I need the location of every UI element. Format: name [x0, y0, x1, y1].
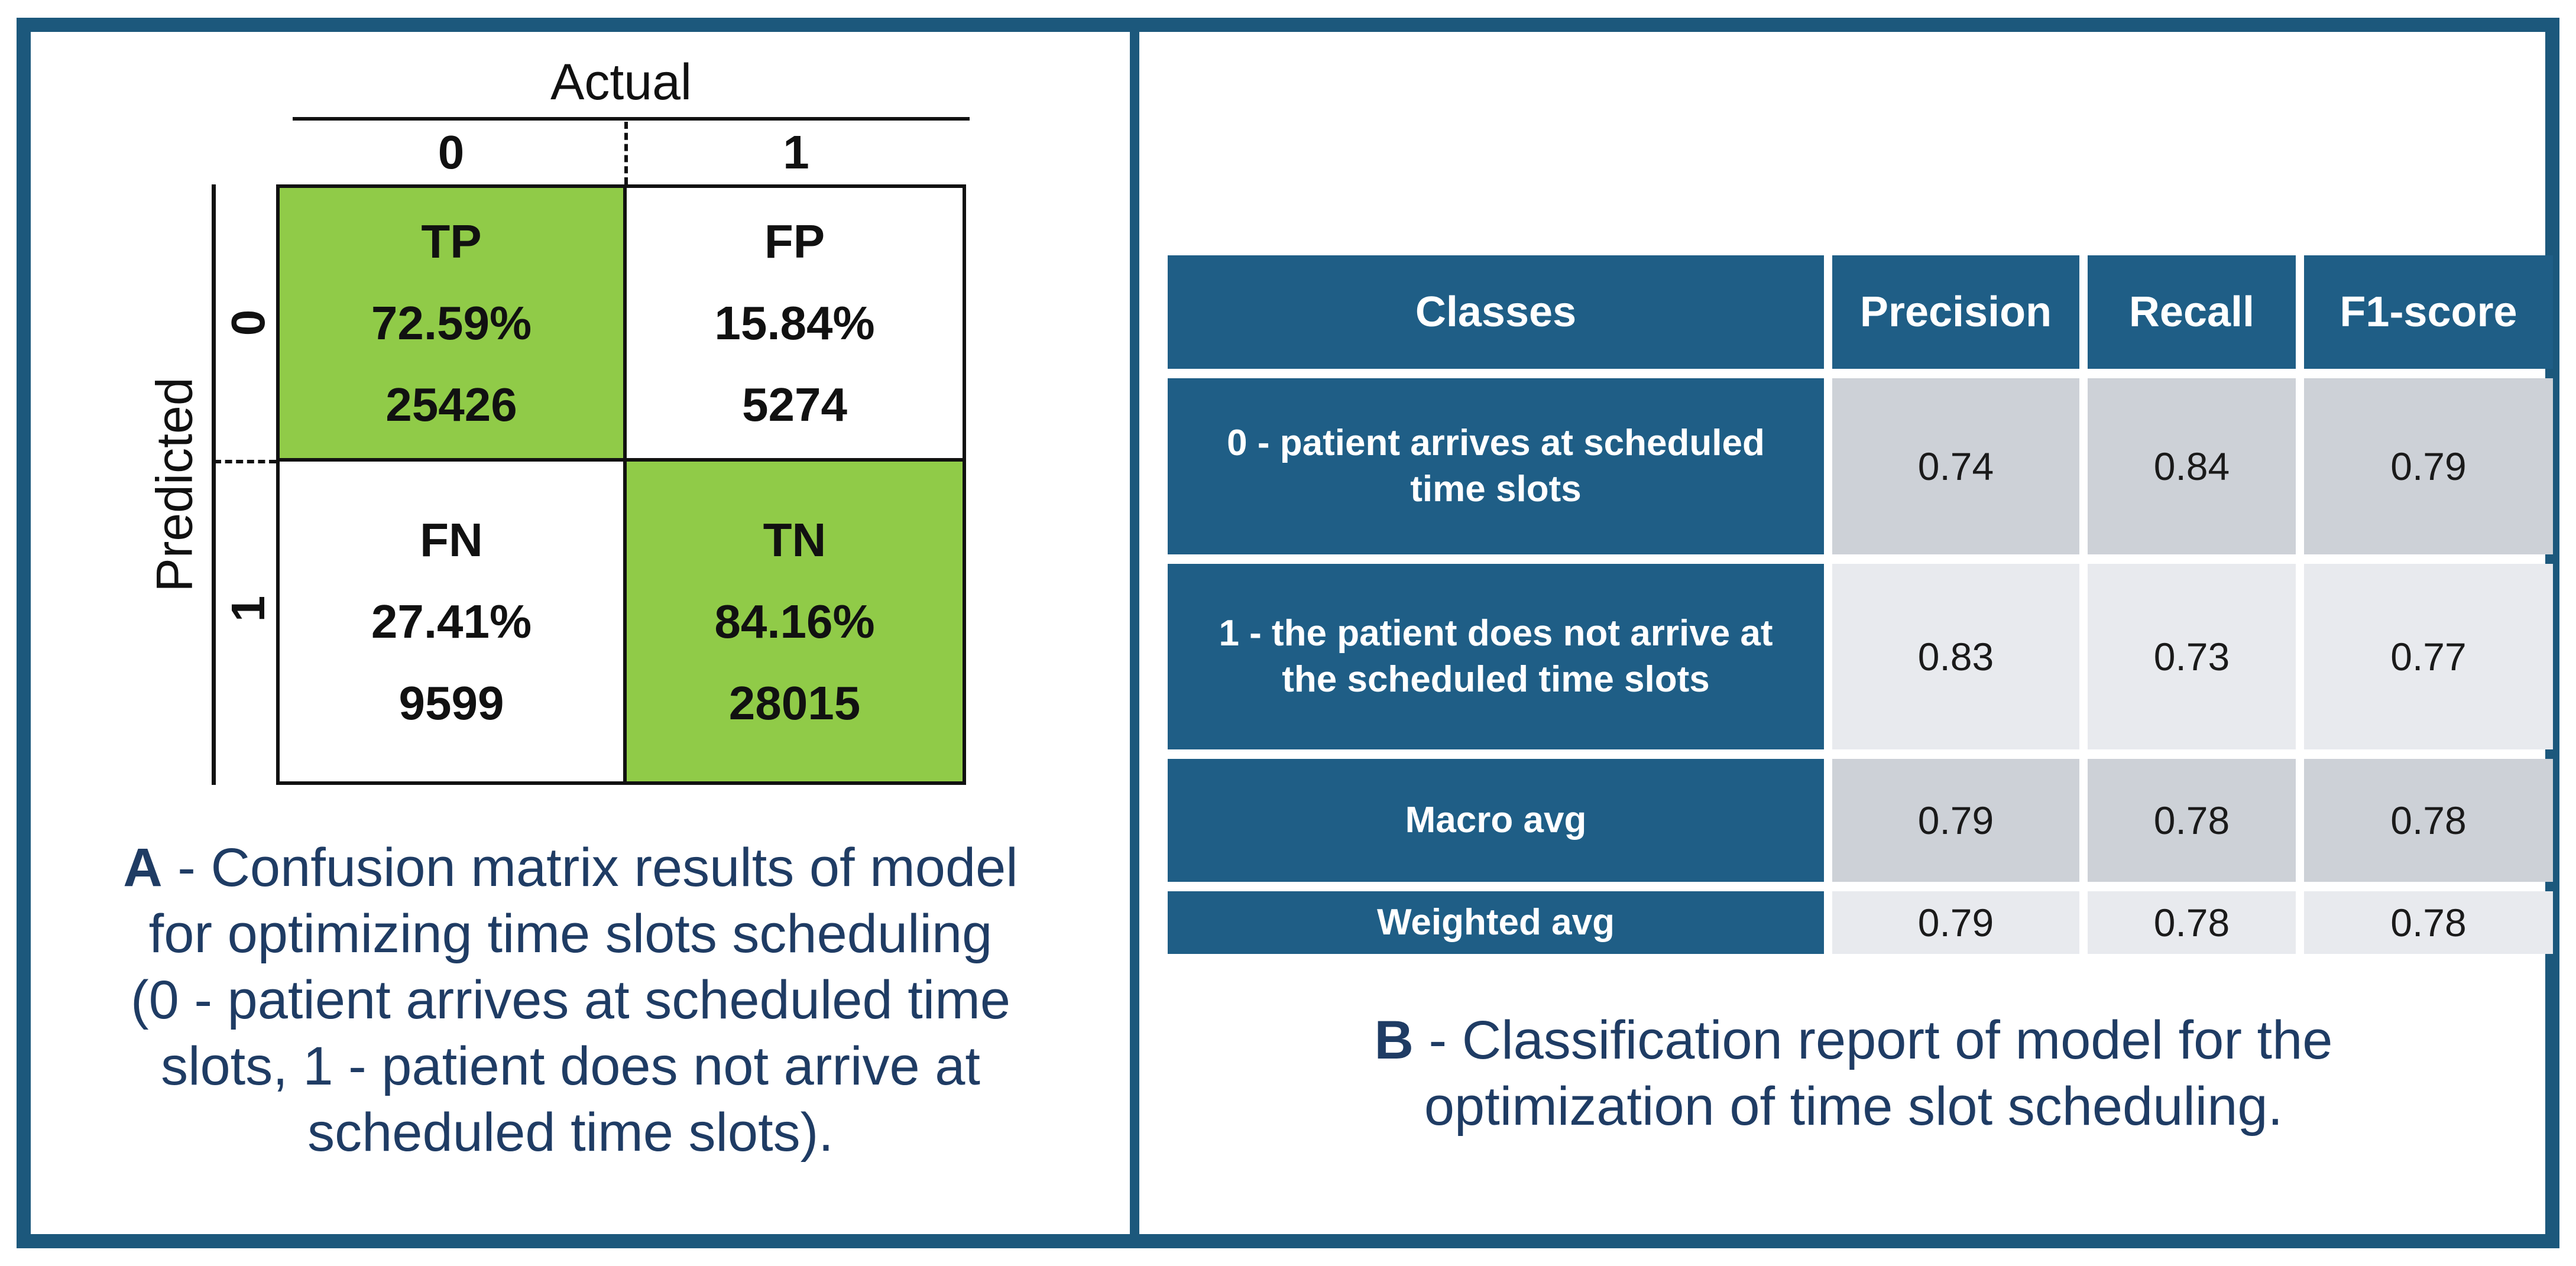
table-header-classes: Classes — [1168, 255, 1824, 369]
table-row-2-recall: 0.78 — [2088, 759, 2296, 882]
table-row-2-label: Macro avg — [1168, 759, 1824, 882]
classification-report-table: Classes Precision Recall F1-score 0 - pa… — [1168, 255, 2553, 954]
panel-divider — [1130, 18, 1139, 1248]
table-row-0-f1: 0.79 — [2304, 378, 2553, 554]
caption-line: for optimizing time slots scheduling — [148, 904, 993, 964]
predicted-row-label-0: 0 — [222, 309, 274, 336]
caption-line: A - Confusion matrix results of model — [35, 835, 1106, 901]
table-header-f1: F1-score — [2304, 255, 2553, 369]
table-row-1-label: 1 - the patient does not arrive at the s… — [1168, 564, 1824, 749]
matrix-cell-label: TN — [763, 513, 827, 566]
table-row-2-precision: 0.79 — [1832, 759, 2079, 882]
caption-line: optimization of time slot scheduling. — [1424, 1076, 2283, 1137]
table-row-2-f1: 0.78 — [2304, 759, 2553, 882]
actual-axis-line — [293, 117, 970, 121]
matrix-cell-percent: 15.84% — [714, 296, 875, 349]
column-divider-dashed-line — [624, 122, 628, 184]
table-row-3-recall: 0.78 — [2088, 891, 2296, 954]
matrix-cell-label: FP — [764, 215, 825, 268]
table-row-0-recall: 0.84 — [2088, 378, 2296, 554]
actual-col-label-0: 0 — [438, 126, 465, 178]
matrix-cell-percent: 27.41% — [371, 595, 532, 648]
matrix-cell-label: FN — [420, 513, 483, 566]
table-row-1-recall: 0.73 — [2088, 564, 2296, 749]
table-row-0-label: 0 - patient arrives at scheduled time sl… — [1168, 378, 1824, 554]
confusion-matrix: TP 72.59% 25426 FP 15.84% 5274 FN 27.41%… — [276, 184, 966, 785]
matrix-cell-tp: TP 72.59% 25426 — [280, 188, 627, 462]
table-row-3-precision: 0.79 — [1832, 891, 2079, 954]
caption-line: scheduled time slots). — [307, 1102, 834, 1163]
matrix-cell-percent: 84.16% — [714, 595, 875, 648]
table-row-3-label: Weighted avg — [1168, 891, 1824, 954]
predicted-axis-line — [212, 184, 216, 785]
matrix-cell-percent: 72.59% — [371, 296, 532, 349]
table-row-1-f1: 0.77 — [2304, 564, 2553, 749]
caption-panel-b: B - Classification report of model for t… — [1177, 1007, 2530, 1140]
caption-prefix: B — [1374, 1010, 1414, 1070]
table-header-recall: Recall — [2088, 255, 2296, 369]
caption-line: (0 - patient arrives at scheduled time — [130, 970, 1011, 1030]
matrix-cell-count: 5274 — [742, 378, 847, 431]
caption-text: - Confusion matrix results of model — [162, 837, 1018, 898]
matrix-cell-fn: FN 27.41% 9599 — [280, 462, 627, 781]
matrix-cell-label: TP — [421, 215, 482, 268]
matrix-cell-count: 28015 — [728, 676, 861, 729]
matrix-cell-count: 25426 — [385, 378, 517, 431]
predicted-row-label-1: 1 — [222, 595, 274, 622]
table-header-precision: Precision — [1832, 255, 2079, 369]
matrix-cell-tn: TN 84.16% 28015 — [627, 462, 963, 781]
matrix-cell-count: 9599 — [398, 676, 504, 729]
caption-line: B - Classification report of model for t… — [1177, 1007, 2530, 1073]
table-row-3-f1: 0.78 — [2304, 891, 2553, 954]
row-divider-dashed-line — [214, 460, 276, 463]
caption-line: slots, 1 - patient does not arrive at — [161, 1036, 980, 1096]
caption-prefix: A — [123, 837, 163, 898]
predicted-axis-label: Predicted — [146, 377, 203, 592]
matrix-cell-fp: FP 15.84% 5274 — [627, 188, 963, 462]
actual-axis-label: Actual — [550, 54, 692, 111]
table-row-1-precision: 0.83 — [1832, 564, 2079, 749]
caption-panel-a: A - Confusion matrix results of model fo… — [35, 835, 1106, 1166]
actual-col-label-1: 1 — [783, 126, 809, 178]
table-row-0-precision: 0.74 — [1832, 378, 2079, 554]
caption-text: - Classification report of model for the — [1414, 1010, 2333, 1070]
